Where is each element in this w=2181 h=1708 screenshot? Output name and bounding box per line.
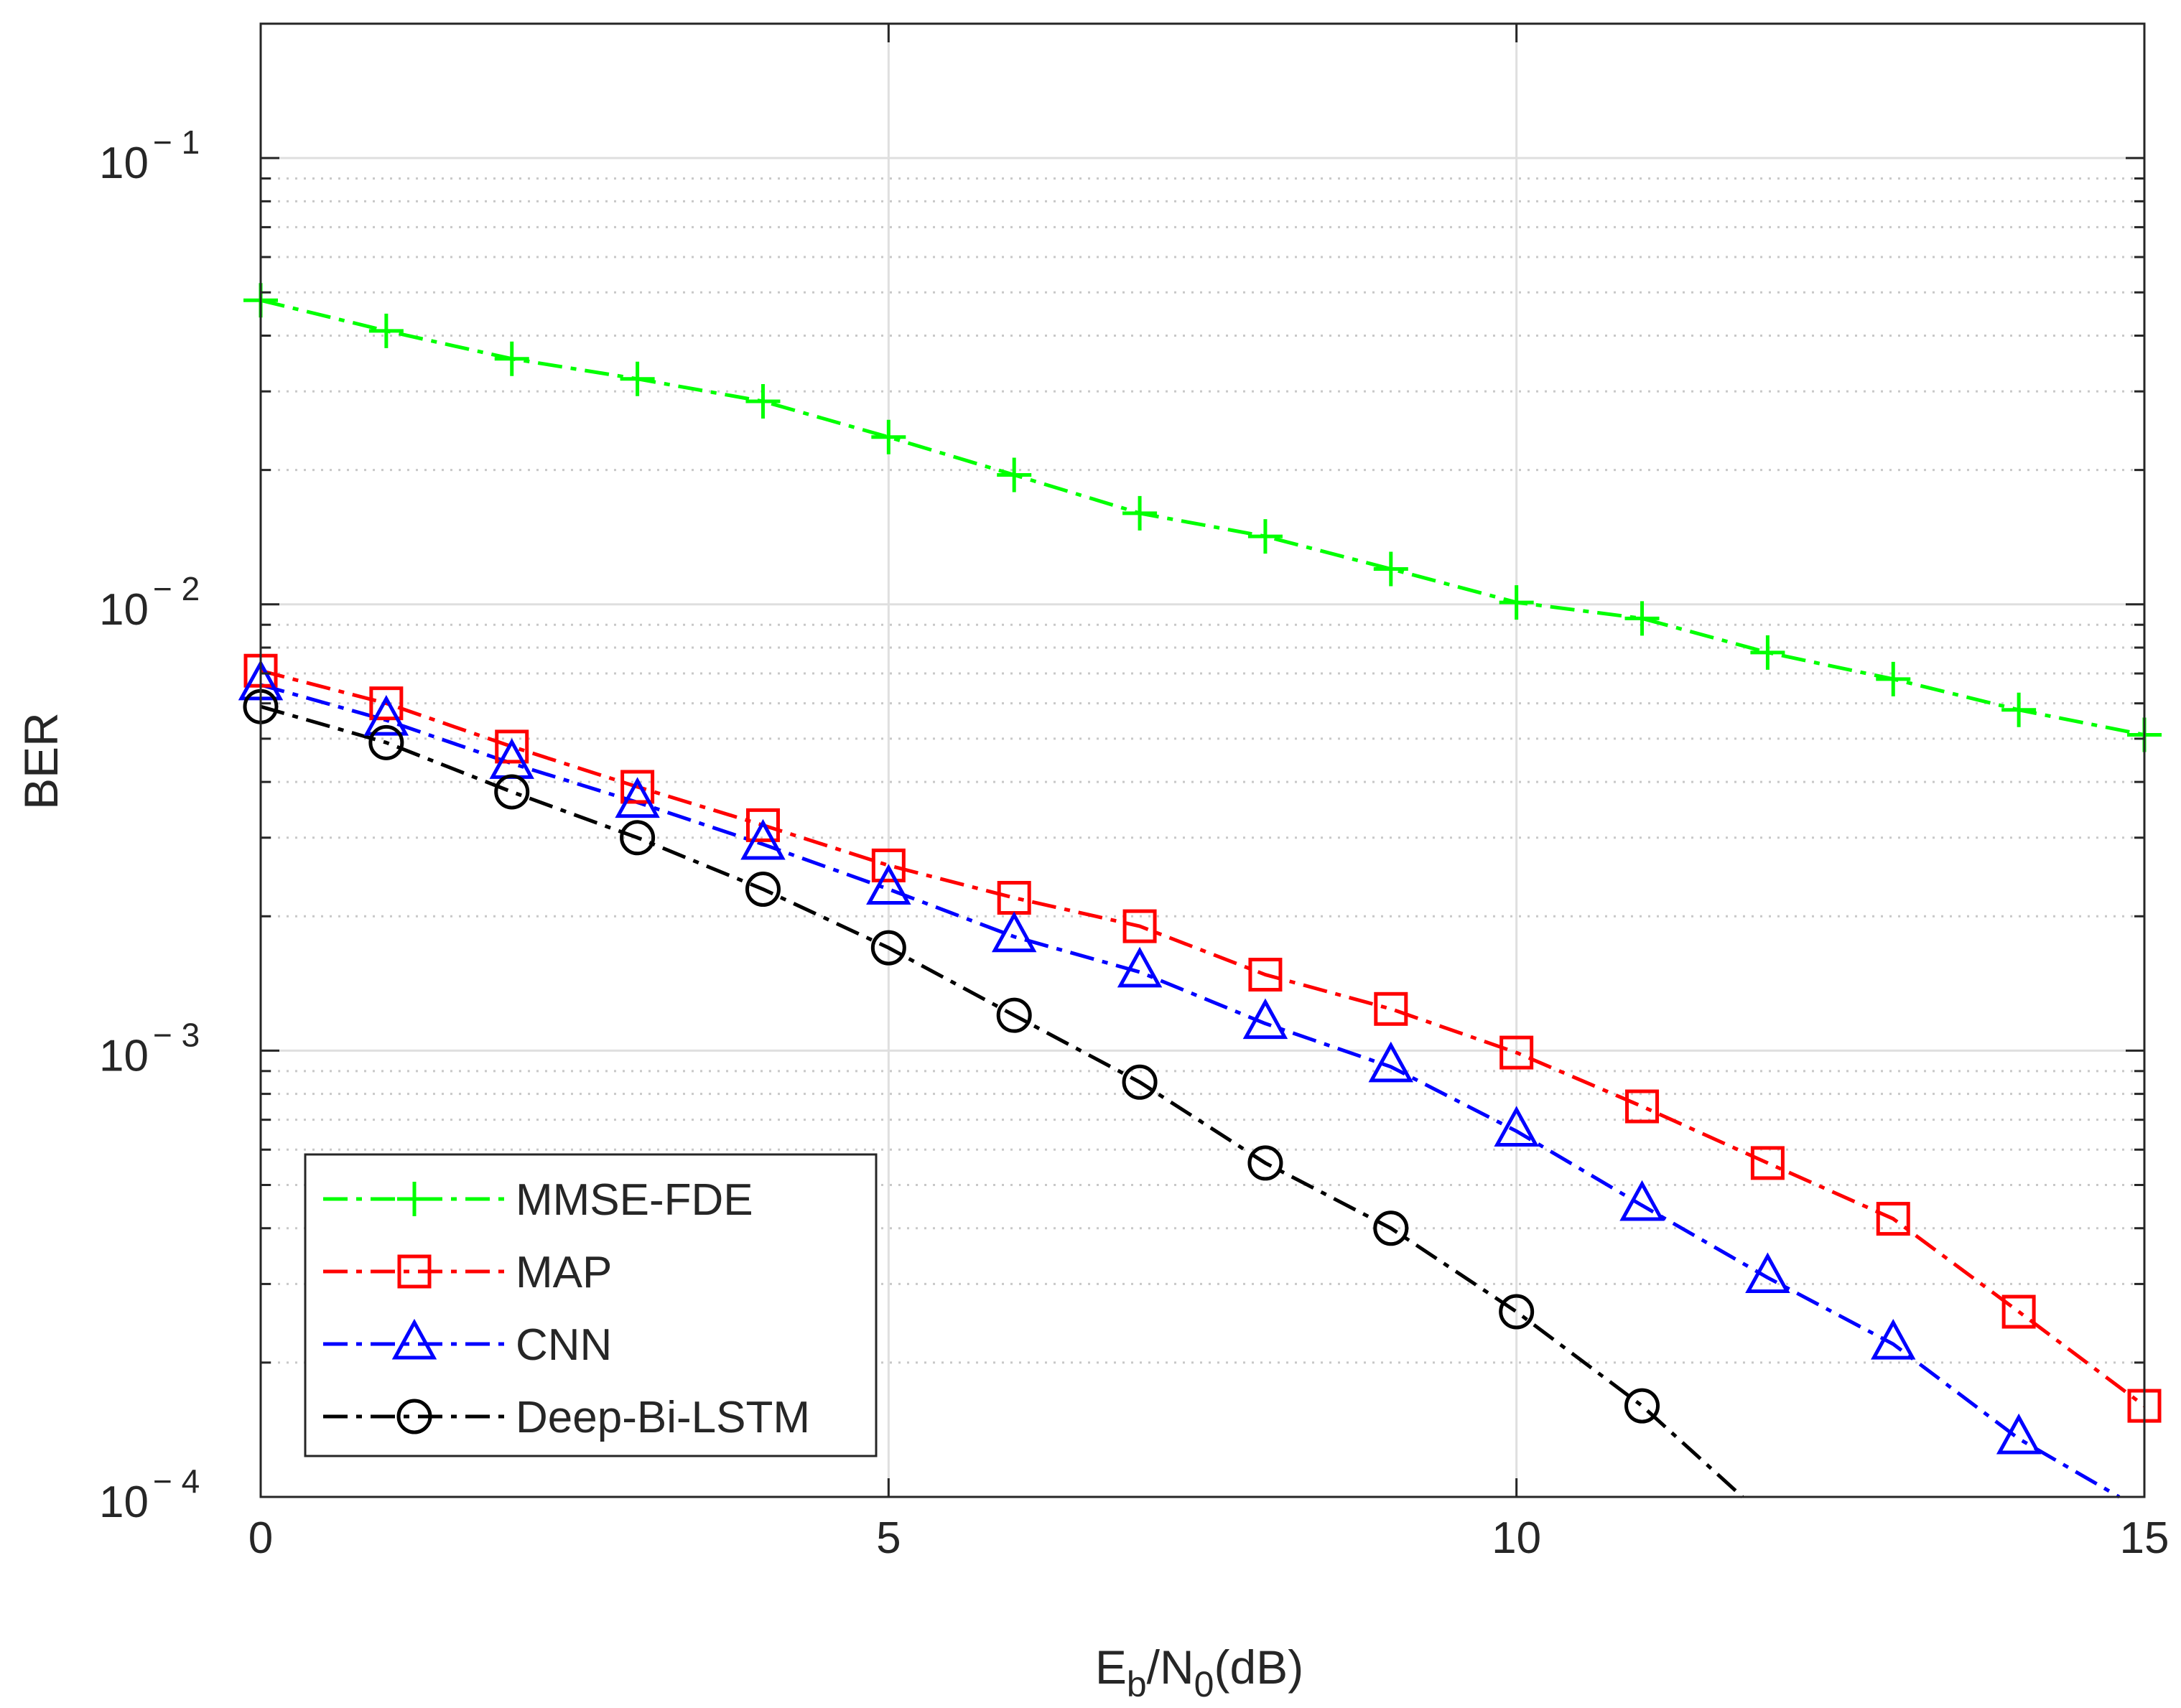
- legend-marker-cnn: [391, 1318, 437, 1360]
- x-tick-label-2: 10: [1492, 1513, 1541, 1563]
- point-deep-bi-lstm-7: [1122, 1064, 1158, 1100]
- point-mmse-fde-13: [1876, 661, 1911, 696]
- legend-marker-mmse-fde: [397, 1182, 432, 1216]
- point-deep-bi-lstm-1: [368, 724, 404, 760]
- point-map-3: [620, 770, 655, 804]
- legend-box: [304, 1153, 878, 1457]
- plot-frame: [259, 22, 2146, 1498]
- axis-ticks: [259, 22, 2146, 1498]
- y-axis-label: BER: [14, 712, 68, 810]
- series-lines: [260, 298, 2146, 1499]
- point-deep-bi-lstm-5: [870, 930, 906, 966]
- y-tick-label-1: 10− 2: [99, 570, 200, 635]
- point-mmse-fde-6: [997, 457, 1032, 493]
- point-cnn-8: [1242, 998, 1288, 1040]
- point-deep-bi-lstm-8: [1247, 1145, 1283, 1181]
- point-mmse-fde-7: [1122, 495, 1158, 531]
- point-map-14: [2001, 1294, 2036, 1329]
- point-cnn-12: [1745, 1252, 1790, 1294]
- x-tick-label-3: 15: [2120, 1513, 2170, 1563]
- point-map-1: [369, 686, 404, 721]
- point-map-2: [495, 729, 529, 764]
- point-map-9: [1374, 991, 1408, 1026]
- point-cnn-5: [866, 864, 911, 905]
- point-cnn-1: [363, 694, 409, 736]
- point-map-13: [1876, 1202, 1910, 1236]
- point-deep-bi-lstm-2: [494, 774, 530, 810]
- point-mmse-fde-4: [745, 384, 781, 419]
- x-tick-label-1: 5: [876, 1513, 901, 1563]
- y-tick-label-2: 10− 3: [99, 1016, 200, 1081]
- point-mmse-fde-12: [1750, 635, 1785, 670]
- point-mmse-fde-3: [620, 361, 655, 396]
- point-map-12: [1750, 1146, 1785, 1180]
- point-map-7: [1122, 909, 1157, 943]
- point-mmse-fde-14: [2001, 692, 2037, 727]
- point-deep-bi-lstm-6: [996, 997, 1032, 1033]
- point-map-8: [1248, 958, 1283, 992]
- point-mmse-fde-9: [1373, 551, 1408, 587]
- legend: MMSE-FDE MAP CNN Deep-Bi-LSTM: [304, 1153, 878, 1457]
- point-map-5: [871, 848, 906, 882]
- point-map-4: [745, 808, 780, 842]
- x-tick-label-0: 0: [248, 1513, 273, 1563]
- point-deep-bi-lstm-4: [745, 872, 781, 907]
- point-deep-bi-lstm-3: [620, 820, 656, 856]
- legend-label-cnn: CNN: [516, 1320, 612, 1370]
- y-tick-labels: 10− 1 10− 2 10− 3 10− 4: [99, 123, 200, 1527]
- point-mmse-fde-11: [1624, 601, 1660, 636]
- grid: [259, 22, 2146, 1498]
- point-cnn-4: [740, 818, 786, 860]
- point-map-10: [1499, 1035, 1534, 1070]
- legend-marker-deep-bi-lstm: [396, 1399, 432, 1434]
- legend-label-map: MAP: [516, 1248, 612, 1297]
- series-line-map: [260, 668, 2146, 1408]
- legend-marker-map: [397, 1254, 432, 1289]
- legend-label-mmse-fde: MMSE-FDE: [516, 1175, 753, 1225]
- point-cnn-10: [1494, 1106, 1539, 1147]
- point-mmse-fde-1: [368, 313, 404, 348]
- y-tick-label-0: 10− 1: [99, 123, 200, 188]
- series-line-cnn: [260, 683, 2121, 1499]
- legend-label-deep-bi-lstm: Deep-Bi-LSTM: [516, 1393, 810, 1442]
- point-deep-bi-lstm-9: [1373, 1210, 1409, 1246]
- point-deep-bi-lstm-10: [1499, 1294, 1535, 1330]
- point-cnn-7: [1117, 946, 1163, 988]
- x-axis-label: Eb/N0(dB): [1095, 1641, 1303, 1704]
- point-cnn-9: [1368, 1041, 1414, 1083]
- point-mmse-fde-5: [871, 419, 906, 454]
- point-mmse-fde-2: [494, 341, 529, 376]
- point-deep-bi-lstm-11: [1624, 1388, 1660, 1424]
- point-mmse-fde-8: [1247, 519, 1283, 554]
- point-cnn-13: [1871, 1318, 1916, 1360]
- series-line-mmse-fde: [260, 298, 2145, 737]
- series-line-deep-bi-lstm: [260, 704, 1744, 1498]
- point-cnn-14: [1996, 1413, 2042, 1455]
- point-mmse-fde-10: [1499, 585, 1534, 620]
- point-cnn-6: [991, 911, 1037, 953]
- point-map-11: [1625, 1089, 1660, 1124]
- y-tick-label-3: 10− 4: [99, 1462, 200, 1527]
- point-cnn-3: [615, 777, 660, 818]
- point-cnn-11: [1619, 1180, 1665, 1221]
- x-tick-labels: 0 5 10 15: [248, 1513, 2170, 1563]
